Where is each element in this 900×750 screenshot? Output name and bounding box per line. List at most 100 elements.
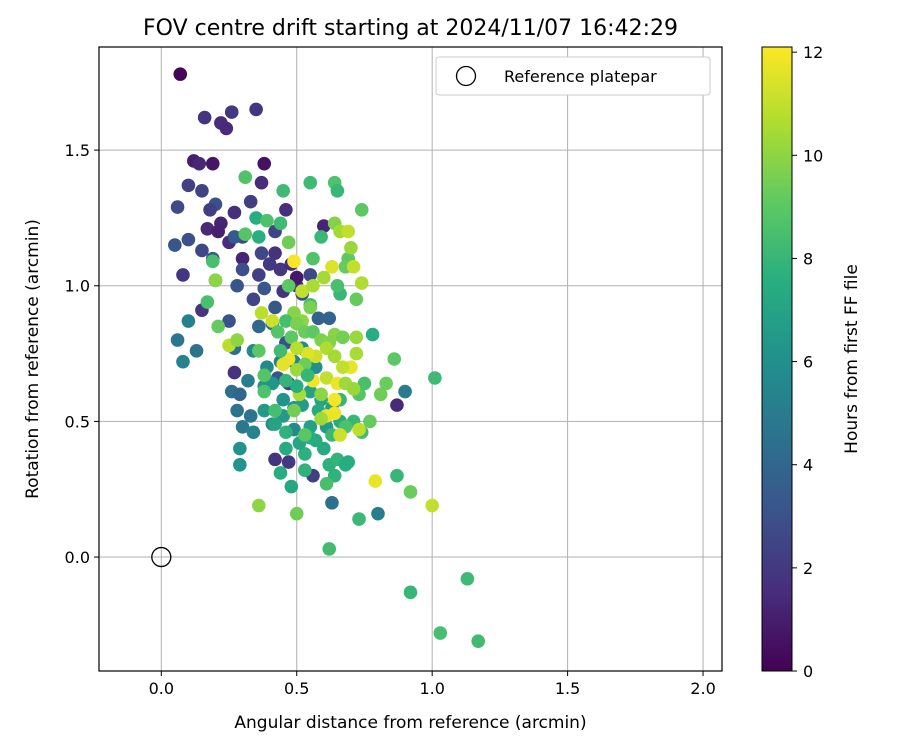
data-point	[373, 387, 388, 402]
data-point	[363, 414, 377, 429]
data-point	[238, 170, 253, 185]
data-point	[235, 262, 250, 277]
data-point	[279, 202, 293, 217]
data-point	[357, 376, 372, 391]
data-point	[303, 300, 318, 315]
data-point	[379, 376, 393, 391]
data-point	[257, 403, 272, 418]
y-tick-label: 1.0	[65, 277, 90, 296]
data-point	[287, 403, 301, 418]
colorbar-gradient	[761, 46, 793, 672]
data-point	[354, 276, 369, 290]
data-point	[325, 259, 339, 274]
colorbar-ticks: 0 2 4 6 8 10 12	[792, 43, 823, 681]
data-point	[284, 330, 299, 345]
data-point	[289, 506, 304, 521]
data-point	[268, 403, 282, 418]
data-point	[289, 341, 304, 355]
data-point	[335, 360, 350, 374]
data-point	[189, 344, 204, 358]
data-point	[322, 311, 337, 326]
data-point	[252, 268, 266, 282]
data-point	[168, 238, 182, 252]
data-point	[254, 175, 269, 190]
x-tick-label: 1.5	[555, 679, 580, 698]
y-tick-label: 0.5	[65, 412, 90, 431]
data-point	[208, 273, 223, 288]
colorbar-tick-label: 12	[803, 43, 823, 62]
data-point	[227, 230, 242, 244]
grid	[99, 47, 722, 671]
y-tick-label: 0.0	[65, 548, 90, 567]
colorbar-tick-label: 0	[803, 662, 813, 681]
data-point	[295, 284, 309, 298]
data-points	[151, 67, 486, 648]
data-point	[252, 498, 266, 513]
data-point	[333, 428, 347, 442]
data-point	[233, 387, 247, 402]
data-point	[222, 314, 236, 328]
data-point	[349, 292, 364, 307]
data-point	[176, 354, 190, 369]
data-point	[252, 319, 266, 334]
colorbar: 0 2 4 6 8 10 12 Hours from first FF file	[761, 43, 862, 681]
x-axis-label: Angular distance from reference (arcmin)	[234, 713, 586, 733]
data-point	[398, 384, 412, 399]
legend-marker-icon	[455, 65, 477, 87]
data-point	[300, 368, 315, 383]
data-point	[205, 156, 220, 171]
x-axis-ticks: 0.0 0.5 1.0 1.5 2.0	[149, 671, 716, 698]
data-point	[268, 417, 282, 431]
data-point	[246, 292, 261, 307]
data-point	[195, 243, 209, 258]
data-point	[181, 232, 196, 247]
data-point	[281, 235, 296, 250]
data-point	[181, 178, 196, 193]
chart-title: FOV centre drift starting at 2024/11/07 …	[143, 16, 678, 41]
data-point	[276, 183, 290, 198]
data-point	[330, 278, 345, 293]
data-point	[200, 295, 215, 309]
data-point	[344, 240, 358, 255]
reference-marker	[151, 546, 172, 568]
data-point	[268, 452, 282, 467]
colorbar-tick-label: 4	[803, 456, 813, 475]
data-point	[257, 368, 272, 383]
data-point	[230, 278, 244, 293]
data-point	[219, 121, 234, 136]
data-point	[279, 425, 293, 440]
data-point	[368, 474, 383, 488]
data-point	[254, 246, 269, 260]
data-point	[246, 425, 261, 440]
data-point	[365, 327, 380, 342]
data-point	[325, 495, 339, 510]
data-point	[268, 300, 282, 315]
data-point	[341, 224, 356, 239]
colorbar-tick-label: 8	[803, 249, 813, 268]
data-point	[314, 411, 328, 426]
y-tick-label: 1.5	[65, 141, 90, 160]
data-point	[306, 278, 320, 293]
data-point	[173, 67, 188, 81]
data-point	[428, 371, 442, 385]
data-point	[298, 428, 312, 442]
data-point	[243, 409, 258, 423]
data-point	[349, 330, 364, 345]
data-point	[322, 542, 337, 556]
y-axis-label: Rotation from reference (arcmin)	[23, 219, 43, 499]
data-point	[306, 251, 320, 266]
legend-label-reference: Reference platepar	[504, 67, 657, 86]
data-point	[298, 447, 312, 461]
data-point	[249, 211, 263, 225]
data-point	[330, 183, 345, 198]
data-point	[238, 227, 253, 241]
data-point	[276, 357, 290, 372]
data-point	[252, 344, 266, 358]
data-point	[273, 216, 288, 231]
data-point	[252, 230, 266, 244]
data-point	[387, 352, 402, 366]
data-point	[314, 230, 328, 244]
data-point	[235, 251, 250, 266]
data-point	[317, 270, 331, 285]
x-tick-label: 1.0	[419, 679, 444, 698]
